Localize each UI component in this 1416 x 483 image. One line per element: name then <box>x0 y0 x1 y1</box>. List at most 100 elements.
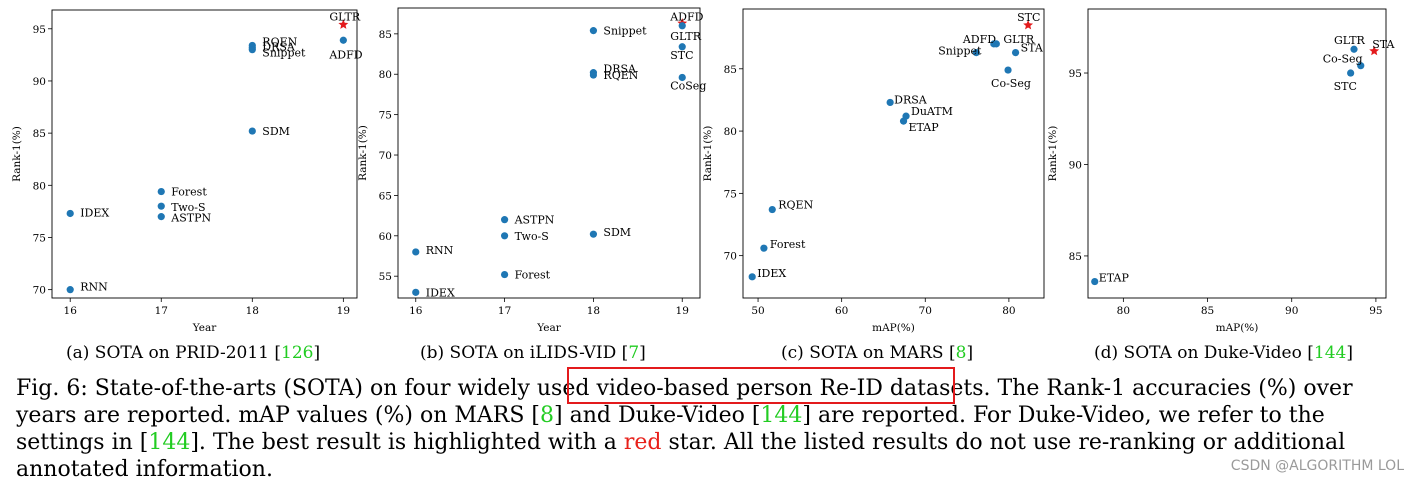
x-tick-label: 60 <box>835 305 848 317</box>
y-tick-label: 80 <box>33 180 46 192</box>
data-point <box>500 216 509 224</box>
y-axis-label: Rank-1(%) <box>11 126 23 182</box>
point-label: Co-Seg <box>991 77 1031 90</box>
point-label: ADFD <box>669 10 703 23</box>
y-tick-label: 70 <box>379 150 392 162</box>
point-label: Forest <box>770 238 806 251</box>
data-point <box>760 244 768 252</box>
point-label: DuATM <box>911 105 953 118</box>
data-point <box>1011 48 1020 57</box>
best-result-star-marker <box>338 19 349 29</box>
x-tick-label: 17 <box>498 305 511 317</box>
y-tick-label: 95 <box>33 24 46 36</box>
point-label: RQEN <box>262 35 297 48</box>
x-tick-label: 17 <box>155 305 168 317</box>
y-axis-label: Rank-1(%) <box>702 126 714 182</box>
point-label: DRSA <box>894 93 928 106</box>
data-point <box>589 27 598 35</box>
plot-frame <box>397 7 701 299</box>
point-label: SDM <box>603 226 631 239</box>
y-axis-label: Rank-1(%) <box>1047 126 1059 182</box>
x-tick-label: 19 <box>337 305 350 317</box>
point-label: Forest <box>171 186 207 199</box>
x-tick-label: 16 <box>409 305 423 317</box>
point-label: Two-S <box>171 201 205 214</box>
x-axis-label: Year <box>536 322 561 334</box>
data-point <box>412 288 420 296</box>
y-tick-label: 85 <box>1069 251 1082 263</box>
data-point <box>157 187 165 196</box>
chart-0: 16 17 18 19 70 75 80 85 90 95 Year Rank-1(%) GLTR ADF… <box>11 9 363 334</box>
point-label: STA <box>1372 38 1395 51</box>
charts-canvas: 16 17 18 19 70 75 80 85 90 95 Year Rank-1(%) GLTR ADF… <box>11 7 1395 334</box>
figure-caption: Fig. 6: State-of-the-arts (SOTA) on four… <box>16 376 1353 482</box>
point-label: SDM <box>262 125 290 138</box>
data-point <box>1350 45 1358 53</box>
x-tick-label: 80 <box>1002 305 1015 317</box>
data-point <box>1091 277 1099 286</box>
y-tick-label: 90 <box>1069 159 1082 171</box>
point-label: ETAP <box>1099 272 1130 285</box>
point-label: RQEN <box>603 69 638 82</box>
data-point <box>678 73 686 82</box>
y-tick-label: 70 <box>724 251 737 263</box>
data-point <box>992 40 1000 48</box>
point-label: STA <box>1021 42 1044 55</box>
x-axis-label: mAP(%) <box>1216 322 1259 334</box>
data-point <box>248 46 256 54</box>
y-tick-label: 75 <box>379 110 392 122</box>
x-tick-label: 80 <box>1117 305 1130 317</box>
point-label: Snippet <box>938 45 982 58</box>
data-point <box>339 36 347 44</box>
y-tick-label: 75 <box>33 232 46 244</box>
data-point <box>1004 66 1012 74</box>
plot-frame <box>1087 8 1387 299</box>
x-tick-label: 95 <box>1369 305 1382 317</box>
x-tick-label: 70 <box>919 305 932 317</box>
highlight-box <box>567 367 955 404</box>
point-label: STC <box>1334 80 1357 93</box>
point-label: STC <box>1017 11 1040 24</box>
data-point <box>589 71 598 79</box>
x-tick-label: 50 <box>751 305 764 317</box>
point-label: Two-S <box>515 230 549 243</box>
data-point <box>412 248 420 256</box>
point-label: RQEN <box>778 199 813 212</box>
point-label: DRSA <box>262 41 296 54</box>
plot-frame <box>51 9 358 299</box>
data-point <box>1357 62 1365 70</box>
data-point <box>678 43 686 51</box>
chart-1: 16 17 18 19 55 60 65 70 75 80 85 Year Rank-1(%) ADFD G… <box>357 7 706 334</box>
data-point <box>157 202 165 210</box>
y-tick-label: 55 <box>379 271 392 283</box>
subcaption-a: (a) SOTA on PRID-2011 [126] <box>66 343 321 363</box>
data-point <box>66 209 74 218</box>
data-point <box>500 232 509 240</box>
data-point <box>748 273 756 281</box>
watermark: CSDN @ALGORITHM LOL <box>1230 458 1404 474</box>
y-tick-label: 75 <box>724 188 737 200</box>
point-label: ADFD <box>962 33 996 46</box>
y-tick-label: 65 <box>379 190 392 202</box>
point-label: Forest <box>515 269 551 282</box>
y-tick-label: 80 <box>379 69 392 81</box>
data-point <box>1347 69 1355 77</box>
x-tick-label: 18 <box>587 305 600 317</box>
point-label: IDEX <box>80 206 109 219</box>
point-label: ADFD <box>328 48 362 61</box>
point-label: RNN <box>80 281 108 294</box>
data-point <box>589 230 598 238</box>
y-tick-label: 60 <box>379 231 392 243</box>
y-tick-label: 95 <box>1069 68 1082 80</box>
y-axis-label: Rank-1(%) <box>357 125 369 181</box>
point-label: DRSA <box>603 63 637 76</box>
data-point <box>157 213 165 221</box>
data-point <box>678 22 686 30</box>
subcaption-b: (b) SOTA on iLIDS-VID [7] <box>420 343 646 363</box>
point-label: Co-Seg <box>1323 53 1363 66</box>
x-axis-label: mAP(%) <box>872 322 915 334</box>
point-label: GLTR <box>1334 34 1366 47</box>
data-point <box>972 48 980 57</box>
subcaption-d: (d) SOTA on Duke-Video [144] <box>1094 343 1353 363</box>
chart-3: 80 85 90 95 85 90 95 mAP(%) Rank-1(%) STA GLTR Co-S… <box>1047 8 1395 334</box>
